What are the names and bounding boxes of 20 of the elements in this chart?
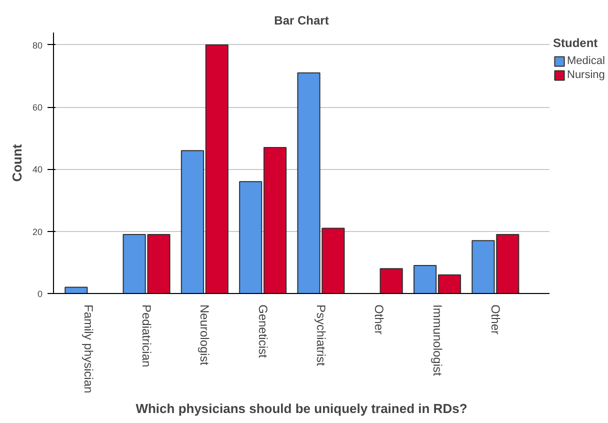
legend-label: Nursing (567, 69, 605, 81)
x-tick-label: Immunologist (430, 304, 444, 377)
y-tick-label: 40 (32, 164, 43, 175)
x-tick-label: Geneticist (256, 304, 270, 359)
x-tick-label: Pediatrician (140, 304, 154, 368)
x-tick-label: Other (372, 304, 386, 335)
y-tick-label: 0 (37, 289, 43, 299)
legend-label: Medical (567, 55, 605, 67)
x-axis-title: Which physicians should be uniquely trained in RDs? (136, 401, 468, 416)
x-tick-label: Other (488, 304, 502, 335)
chart-title: Bar Chart (274, 14, 329, 28)
y-axis-title: Count (9, 144, 24, 182)
x-tick-label: Family physician (81, 304, 96, 394)
x-tick-label: Neurologist (198, 304, 212, 366)
x-tick-label: Psychiatrist (314, 304, 328, 367)
y-tick-label: 60 (32, 102, 43, 113)
y-tick-label: 80 (32, 40, 43, 50)
bar (380, 268, 403, 294)
legend-title: Student (553, 36, 599, 50)
y-tick-label: 20 (32, 226, 43, 237)
